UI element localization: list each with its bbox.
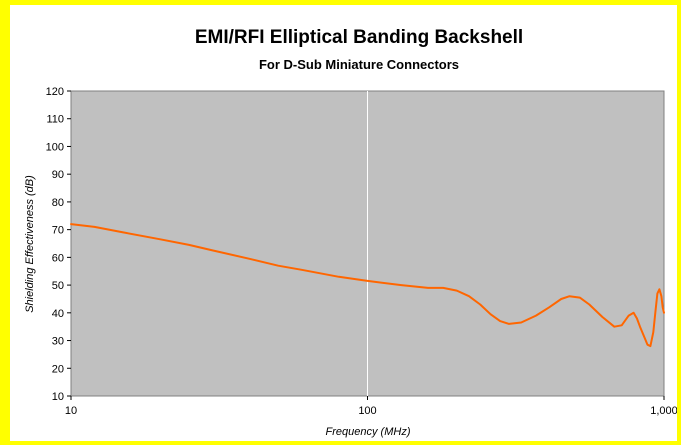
y-tick-label: 110 (46, 114, 64, 126)
y-tick-label: 90 (52, 169, 64, 181)
y-axis-label: Shielding Effectiveness (dB) (24, 175, 36, 313)
y-tick-label: 100 (46, 141, 64, 153)
line-chart: EMI/RFI Elliptical Banding Backshell For… (24, 27, 677, 438)
x-axis-label: Frequency (MHz) (326, 426, 411, 438)
y-tick-label: 80 (52, 197, 64, 209)
y-tick-label: 50 (52, 280, 64, 292)
x-tick-label: 10 (65, 405, 77, 417)
chart-title: EMI/RFI Elliptical Banding Backshell (195, 27, 523, 48)
y-tick-label: 70 (52, 225, 64, 237)
y-tick-label: 10 (52, 391, 64, 403)
y-tick-label: 30 (52, 336, 64, 348)
y-tick-label: 20 (52, 363, 64, 375)
chart-panel: EMI/RFI Elliptical Banding Backshell For… (10, 5, 677, 441)
series-layer (70, 223, 665, 348)
y-tick-label: 60 (52, 252, 64, 264)
y-tick-label: 120 (46, 86, 64, 98)
y-axis: 10 20 30 40 50 60 70 80 90 100 110 120 (46, 86, 71, 403)
x-tick-label: 100 (358, 405, 376, 417)
y-tick-label: 40 (52, 308, 64, 320)
x-tick-label: 1,000 (650, 405, 677, 417)
series-line (70, 223, 665, 348)
x-axis: 10 100 1,000 (65, 396, 677, 417)
chart-subtitle: For D-Sub Miniature Connectors (259, 57, 459, 72)
